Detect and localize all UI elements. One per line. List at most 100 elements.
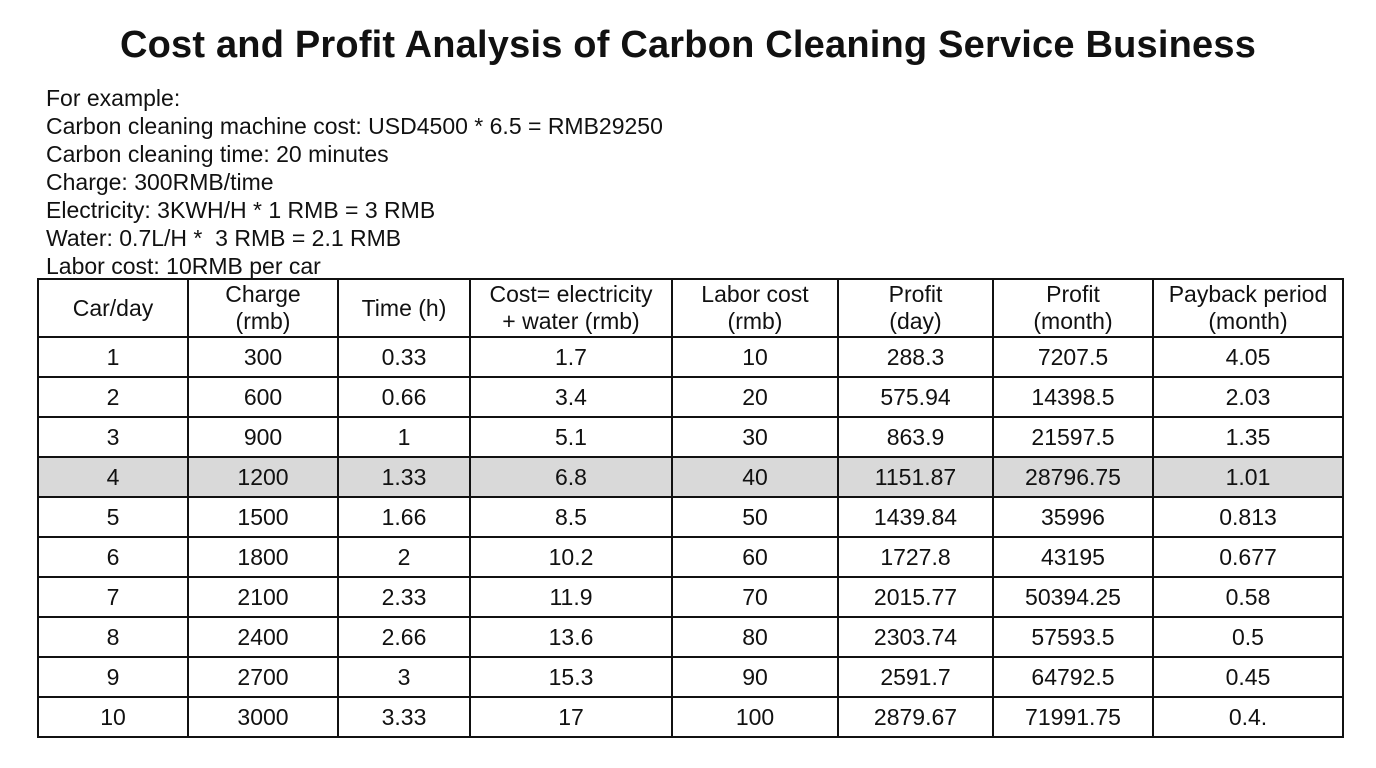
- table-cell-time: 2.66: [337, 616, 471, 658]
- table-body: 1 300 0.33 1.7 10 288.3 7207.5 4.05 2 600 0.66 3.4 2…: [37, 336, 1344, 738]
- column-header-profit-month: Profit (month): [992, 278, 1154, 338]
- table-cell-profit-day: 863.9: [837, 416, 994, 458]
- table-cell-charge: 900: [187, 416, 339, 458]
- table-cell-profit-month: 28796.75: [992, 456, 1154, 498]
- table-cell-profit-day: 2879.67: [837, 696, 994, 738]
- table-cell-charge: 300: [187, 336, 339, 378]
- table-cell-labor-cost: 80: [671, 616, 839, 658]
- table-cell-charge: 1500: [187, 496, 339, 538]
- table-cell-profit-day: 2303.74: [837, 616, 994, 658]
- table-cell-labor-cost: 40: [671, 456, 839, 498]
- table-cell-profit-day: 1439.84: [837, 496, 994, 538]
- table-cell-payback-period: 1.01: [1152, 456, 1344, 498]
- table-cell-payback-period: 0.813: [1152, 496, 1344, 538]
- table-cell-profit-month: 64792.5: [992, 656, 1154, 698]
- table-cell-cost-electricity-water: 17: [469, 696, 673, 738]
- column-header-unit: (month): [1208, 308, 1288, 334]
- table-cell-profit-day: 1727.8: [837, 536, 994, 578]
- note-line: Carbon cleaning time: 20 minutes: [46, 141, 389, 167]
- column-header-unit: (day): [889, 308, 942, 334]
- table-cell-charge: 1800: [187, 536, 339, 578]
- table-cell-time: 3: [337, 656, 471, 698]
- table-cell-car-per-day: 1: [37, 336, 189, 378]
- table-cell-charge: 3000: [187, 696, 339, 738]
- column-header-unit: + water (rmb): [502, 308, 640, 334]
- table-cell-profit-month: 35996: [992, 496, 1154, 538]
- table-cell-labor-cost: 90: [671, 656, 839, 698]
- table-cell-payback-period: 0.45: [1152, 656, 1344, 698]
- table-row: 6 1800 2 10.2 60 1727.8 43195 0.677: [37, 536, 1344, 578]
- table-cell-time: 0.66: [337, 376, 471, 418]
- column-header-label: Profit: [1046, 281, 1100, 307]
- table-row: 3 900 1 5.1 30 863.9 21597.5 1.35: [37, 416, 1344, 458]
- table-cell-payback-period: 0.4.: [1152, 696, 1344, 738]
- example-notes: For example: Carbon cleaning machine cos…: [46, 84, 663, 280]
- table-cell-labor-cost: 60: [671, 536, 839, 578]
- table-cell-labor-cost: 20: [671, 376, 839, 418]
- column-header-labor-cost: Labor cost (rmb): [671, 278, 839, 338]
- table-cell-charge: 2100: [187, 576, 339, 618]
- table-cell-profit-day: 575.94: [837, 376, 994, 418]
- table-cell-labor-cost: 50: [671, 496, 839, 538]
- table-cell-charge: 600: [187, 376, 339, 418]
- column-header-profit-day: Profit (day): [837, 278, 994, 338]
- table-row: 2 600 0.66 3.4 20 575.94 14398.5 2.03: [37, 376, 1344, 418]
- table-cell-cost-electricity-water: 13.6: [469, 616, 673, 658]
- table-row: 1 300 0.33 1.7 10 288.3 7207.5 4.05: [37, 336, 1344, 378]
- table-cell-labor-cost: 70: [671, 576, 839, 618]
- table-cell-car-per-day: 4: [37, 456, 189, 498]
- note-line: Electricity: 3KWH/H * 1 RMB = 3 RMB: [46, 197, 436, 223]
- column-header-label: Labor cost: [701, 281, 809, 307]
- table-cell-labor-cost: 30: [671, 416, 839, 458]
- table-cell-car-per-day: 10: [37, 696, 189, 738]
- table-cell-payback-period: 2.03: [1152, 376, 1344, 418]
- table-cell-profit-month: 7207.5: [992, 336, 1154, 378]
- table-cell-profit-day: 2591.7: [837, 656, 994, 698]
- table-cell-cost-electricity-water: 5.1: [469, 416, 673, 458]
- table-cell-charge: 1200: [187, 456, 339, 498]
- table-cell-time: 3.33: [337, 696, 471, 738]
- column-header-car-per-day: Car/day: [37, 278, 189, 338]
- table-cell-payback-period: 1.35: [1152, 416, 1344, 458]
- table-cell-cost-electricity-water: 8.5: [469, 496, 673, 538]
- table-cell-labor-cost: 100: [671, 696, 839, 738]
- table-cell-time: 0.33: [337, 336, 471, 378]
- table-cell-car-per-day: 5: [37, 496, 189, 538]
- note-line: Charge: 300RMB/time: [46, 169, 274, 195]
- table-row: 5 1500 1.66 8.5 50 1439.84 35996 0.813: [37, 496, 1344, 538]
- column-header-label: Cost= electricity: [489, 281, 653, 307]
- table-cell-cost-electricity-water: 6.8: [469, 456, 673, 498]
- column-header-charge: Charge (rmb): [187, 278, 339, 338]
- table-cell-cost-electricity-water: 15.3: [469, 656, 673, 698]
- page-title: Cost and Profit Analysis of Carbon Clean…: [119, 24, 1257, 66]
- table-cell-cost-electricity-water: 1.7: [469, 336, 673, 378]
- column-header-unit: (rmb): [235, 308, 291, 334]
- column-header-label: Profit: [888, 281, 943, 307]
- table-cell-profit-month: 50394.25: [992, 576, 1154, 618]
- table-cell-charge: 2700: [187, 656, 339, 698]
- table-cell-payback-period: 0.677: [1152, 536, 1344, 578]
- table-cell-payback-period: 0.5: [1152, 616, 1344, 658]
- table-cell-car-per-day: 6: [37, 536, 189, 578]
- table-row: 8 2400 2.66 13.6 80 2303.74 57593.5 0.5: [37, 616, 1344, 658]
- table-row: 10 3000 3.33 17 100 2879.67 71991.75 0.4.: [37, 696, 1344, 738]
- table-row: 7 2100 2.33 11.9 70 2015.77 50394.25 0.58: [37, 576, 1344, 618]
- table-cell-charge: 2400: [187, 616, 339, 658]
- table-cell-car-per-day: 2: [37, 376, 189, 418]
- column-header-label: Car/day: [72, 294, 154, 321]
- table-cell-profit-month: 71991.75: [992, 696, 1154, 738]
- column-header-label: Charge: [225, 281, 301, 307]
- table-cell-cost-electricity-water: 10.2: [469, 536, 673, 578]
- table-cell-payback-period: 4.05: [1152, 336, 1344, 378]
- table-cell-car-per-day: 8: [37, 616, 189, 658]
- table-cell-profit-day: 2015.77: [837, 576, 994, 618]
- column-header-label: Time (h): [361, 294, 447, 321]
- column-header-cost-electricity-water: Cost= electricity + water (rmb): [469, 278, 673, 338]
- table-row: 4 1200 1.33 6.8 40 1151.87 28796.75 1.01: [37, 456, 1344, 498]
- table-cell-time: 1: [337, 416, 471, 458]
- table-cell-profit-month: 14398.5: [992, 376, 1154, 418]
- note-line: Carbon cleaning machine cost: USD4500 * …: [46, 113, 663, 139]
- note-line: Water: 0.7L/H * 3 RMB = 2.1 RMB: [46, 225, 402, 251]
- table-cell-time: 1.66: [337, 496, 471, 538]
- table-cell-car-per-day: 3: [37, 416, 189, 458]
